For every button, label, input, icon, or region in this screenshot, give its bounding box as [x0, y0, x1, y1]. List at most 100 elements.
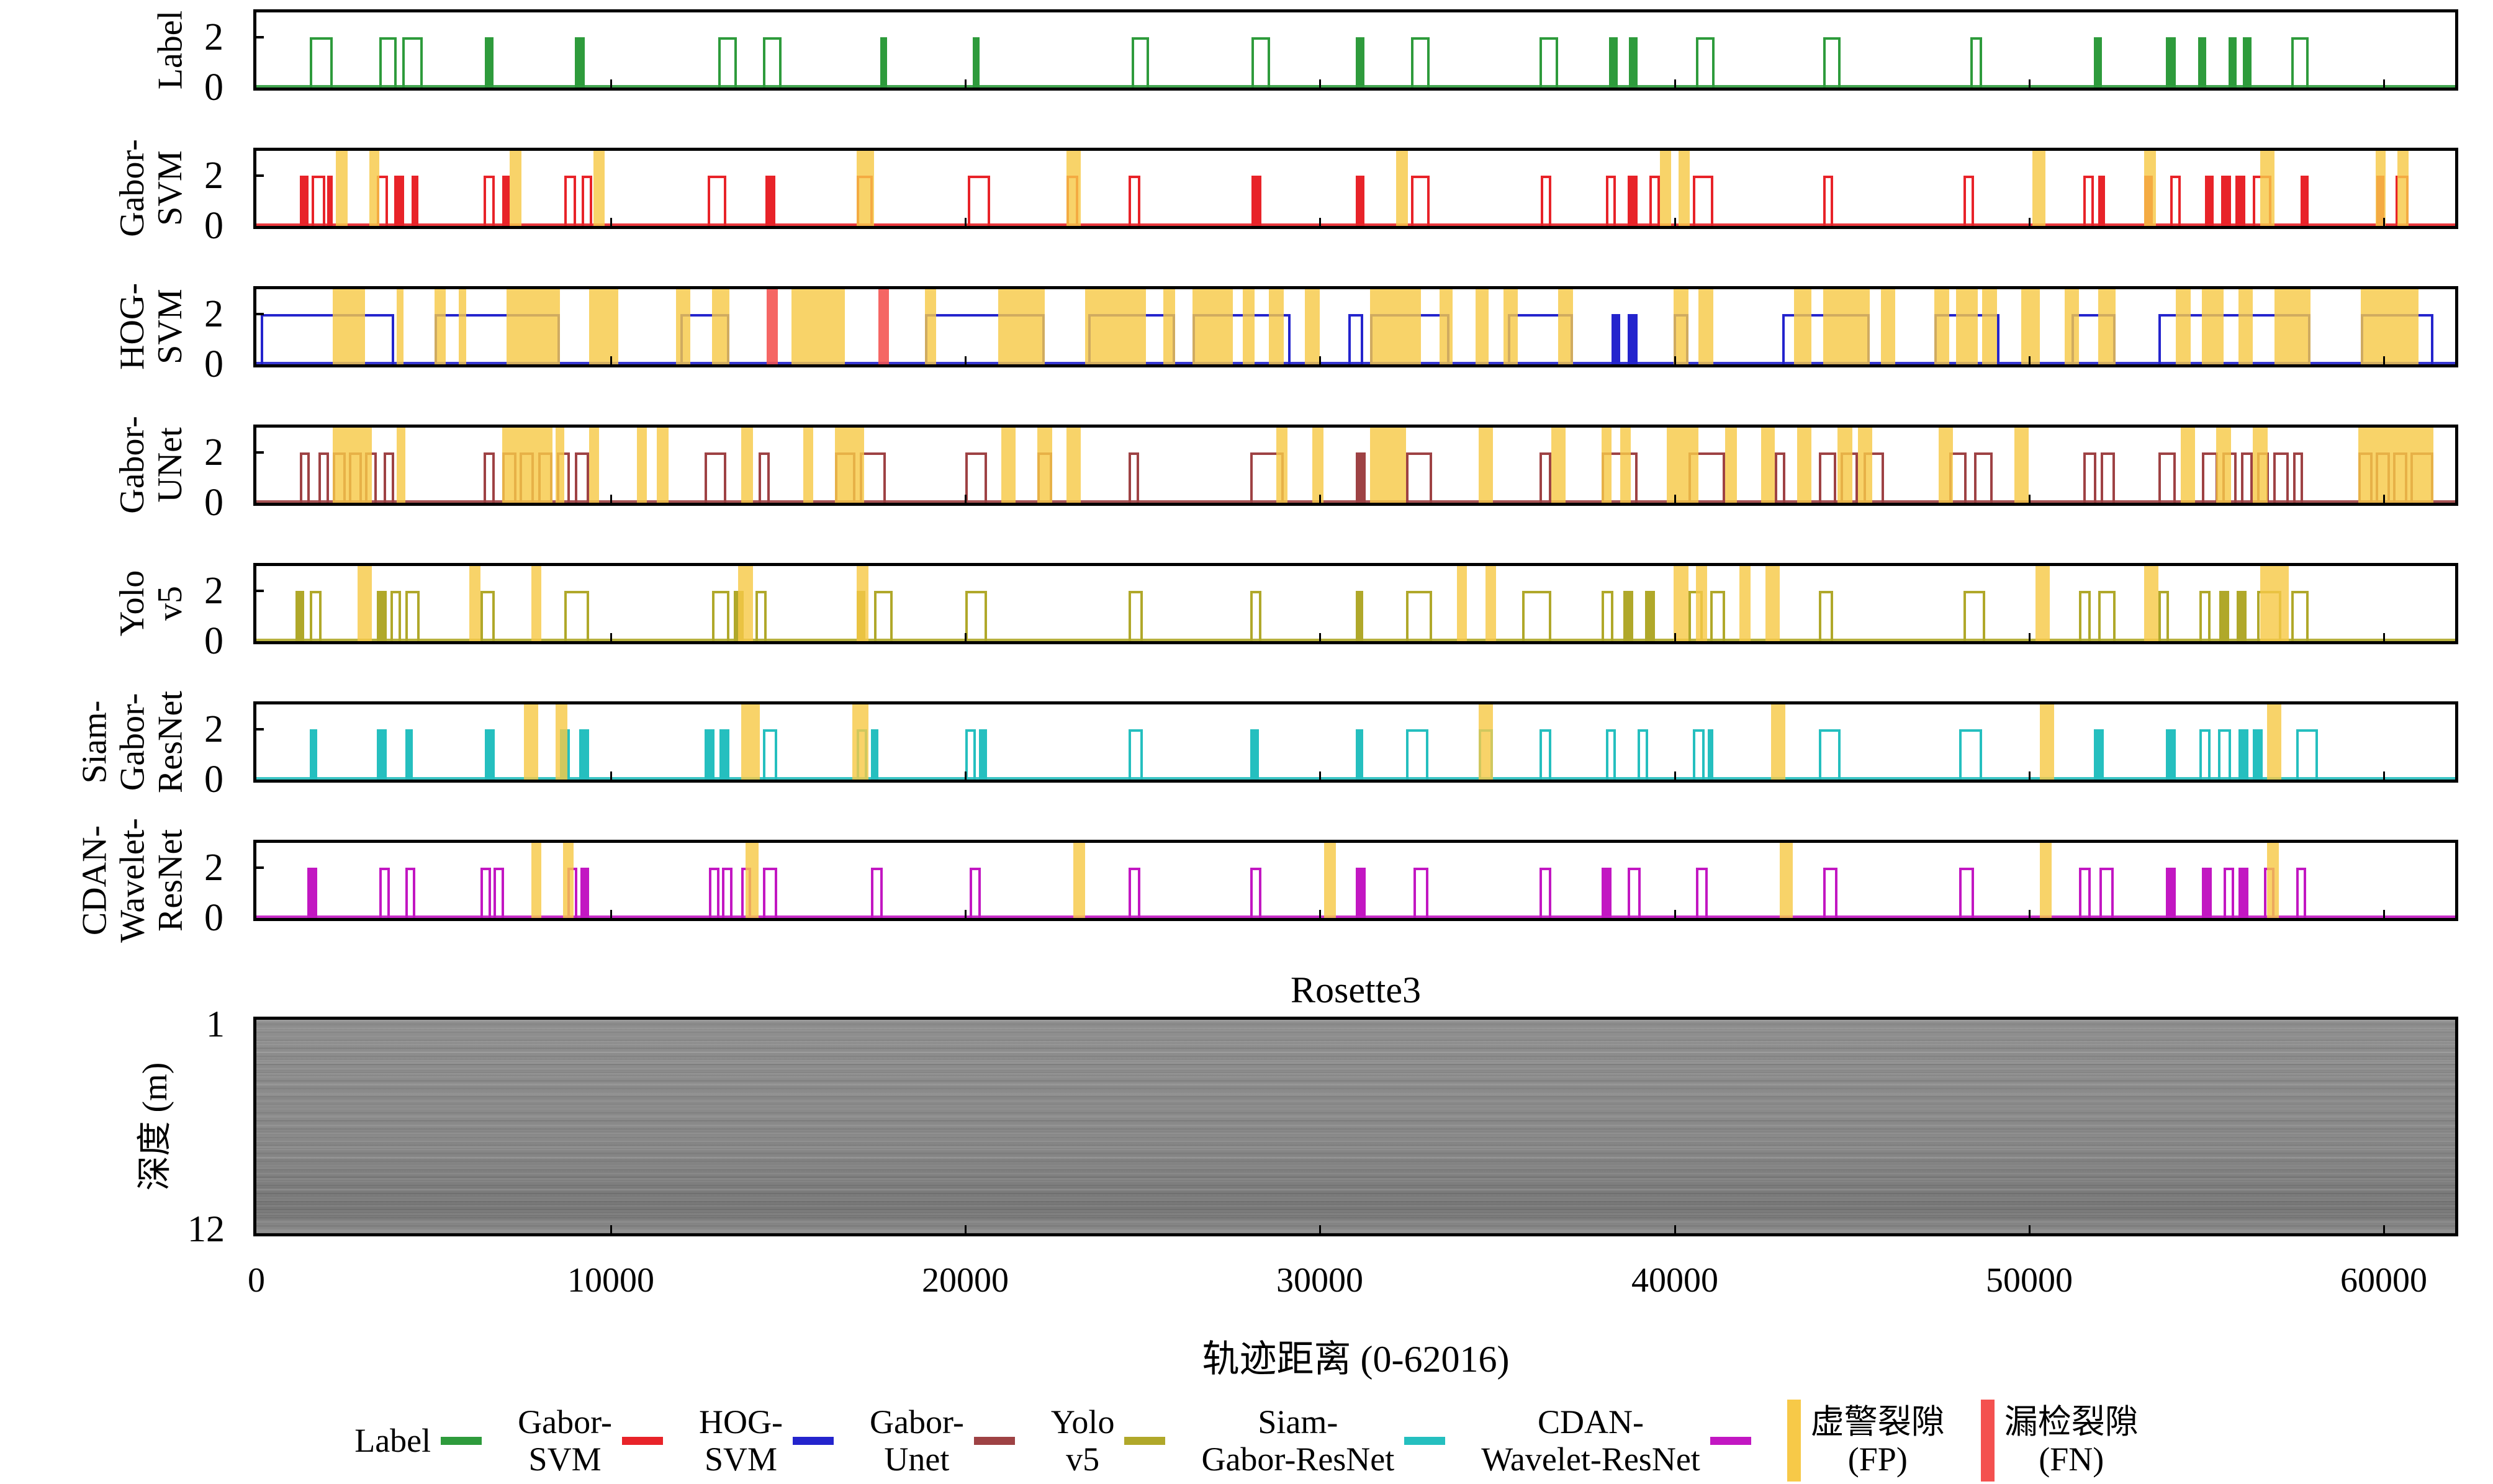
x-tick-mark [2383, 356, 2385, 364]
pulse-row-yolo-v5 [253, 563, 2458, 644]
signal-pulse [705, 452, 727, 503]
false-positive-bar [2035, 566, 2050, 641]
signal-pulse [2292, 452, 2304, 503]
false-positive-bar [1695, 566, 1708, 641]
signal-pulse [1356, 452, 1366, 503]
pulse-row-hog-svm [253, 286, 2458, 367]
false-positive-bar [1698, 289, 1713, 364]
false-positive-bar [1674, 566, 1688, 641]
false-positive-bar [1192, 289, 1233, 364]
legend-label-line: SVM [528, 1441, 602, 1478]
signal-pulse [405, 867, 416, 918]
false-positive-bar [2014, 428, 2029, 503]
signal-pulse [969, 867, 981, 918]
signal-pulse [582, 175, 592, 226]
false-positive-bar [531, 566, 542, 641]
y-tick-mark-2 [256, 174, 264, 177]
false-positive-bar [335, 151, 348, 226]
false-positive-bar [2266, 704, 2282, 780]
false-positive-bar [2144, 566, 2159, 641]
signal-pulse [1129, 452, 1139, 503]
false-positive-bar [469, 566, 480, 641]
pulse-row-cdan-wavelet-resnet [253, 840, 2458, 921]
signal-pulse [2291, 590, 2309, 641]
signal-pulse [1628, 313, 1638, 364]
false-positive-bar [1551, 428, 1566, 503]
row-label-line: Wavelet- [113, 817, 151, 943]
legend-label-line: Gabor- [518, 1403, 612, 1441]
zero-level-line [256, 500, 2455, 503]
signal-pulse [705, 729, 715, 780]
signal-pulse [2238, 867, 2248, 918]
legend-item-cdan-wavelet-resnet: CDAN- Wavelet-ResNet [1481, 1403, 1751, 1478]
false-positive-bar [1485, 566, 1496, 641]
x-tick-mark [2028, 910, 2031, 918]
signal-pulse [376, 590, 387, 641]
false-positive-bar [507, 289, 561, 364]
legend-label-line: Gabor- [869, 1403, 964, 1441]
signal-pulse [564, 175, 577, 226]
x-tick-mark [1674, 633, 1676, 641]
signal-pulse [483, 452, 495, 503]
y-tick-mark-2 [256, 451, 264, 454]
signal-pulse [564, 590, 589, 641]
false-positive-bar [2021, 289, 2040, 364]
false-positive-bar [2375, 151, 2386, 226]
signal-pulse [2235, 175, 2246, 226]
x-tick-mark [1674, 910, 1676, 918]
signal-pulse [873, 590, 893, 641]
x-tick-mark [2028, 356, 2031, 364]
signal-pulse [1649, 175, 1660, 226]
row-plot-area [256, 12, 2455, 88]
signal-pulse [312, 175, 326, 226]
x-tick-mark [965, 356, 967, 364]
signal-pulse [1819, 590, 1834, 641]
signal-pulse [2158, 452, 2176, 503]
signal-pulse [574, 452, 589, 503]
false-positive-bar [2238, 289, 2253, 364]
signal-pulse [394, 175, 404, 226]
signal-pulse [2202, 867, 2212, 918]
x-tick-mark [610, 910, 613, 918]
signal-pulse [1612, 313, 1621, 364]
radargram-x-tick-mark [1319, 1225, 1322, 1233]
depth-tick-top: 1 [206, 1004, 225, 1045]
signal-pulse [965, 729, 976, 780]
false-positive-bar [1620, 428, 1631, 503]
pulse-row-gabor-unet [253, 425, 2458, 506]
legend-label: CDAN- Wavelet-ResNet [1481, 1403, 1700, 1478]
false-positive-bar [636, 428, 647, 503]
signal-pulse [1629, 37, 1638, 88]
signal-pulse [405, 590, 420, 641]
false-positive-bar [856, 566, 868, 641]
legend-item-gabor-unet: Gabor- Unet [870, 1403, 1015, 1478]
false-positive-bar [397, 289, 404, 364]
y-tick-label-2: 2 [204, 155, 223, 197]
x-tick-mark [2383, 495, 2385, 503]
signal-pulse [1695, 867, 1708, 918]
false-positive-bar [556, 704, 567, 780]
signal-pulse [1710, 590, 1725, 641]
x-tick-label-40000: 40000 [1631, 1261, 1718, 1300]
false-positive-bar [1503, 289, 1518, 364]
signal-pulse [1129, 729, 1143, 780]
signal-pulse [2219, 590, 2230, 641]
signal-pulse [880, 37, 888, 88]
signal-pulse [480, 867, 491, 918]
x-tick-label-60000: 60000 [2340, 1261, 2427, 1300]
signal-pulse [1539, 729, 1551, 780]
false-positive-bar [2266, 843, 2279, 918]
legend-label: 漏检裂隙 (FN) [2004, 1403, 2139, 1478]
signal-pulse [307, 867, 317, 918]
x-tick-mark [965, 633, 967, 641]
y-tick-label-0: 0 [204, 897, 223, 939]
signal-pulse [1410, 37, 1430, 88]
signal-pulse [1693, 175, 1713, 226]
false-positive-bar [2039, 843, 2052, 918]
false-positive-bar [1765, 566, 1780, 641]
zero-level-line [256, 85, 2455, 88]
signal-pulse [1410, 175, 1430, 226]
signal-pulse [384, 452, 394, 503]
row-plot-area [256, 289, 2455, 364]
false-positive-bar [675, 289, 691, 364]
